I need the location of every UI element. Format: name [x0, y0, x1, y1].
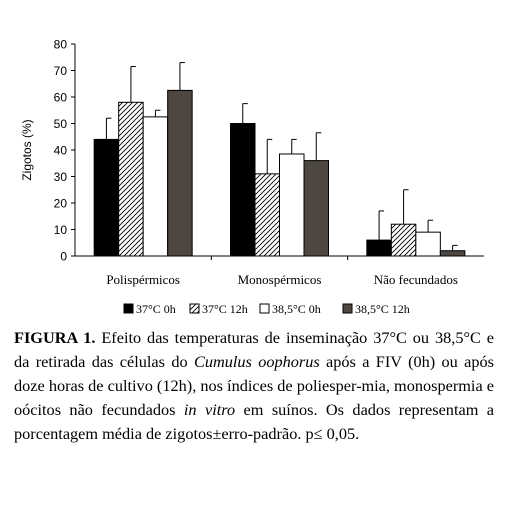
- y-axis-label: Zigotos (%): [20, 119, 34, 180]
- x-tick-labels: Polispérmicos Monospérmicos Não fecundados: [106, 256, 458, 287]
- y-tick-label: 50: [54, 117, 68, 131]
- bar: [303, 160, 329, 257]
- legend-label: 38,5°C 12h: [355, 302, 410, 316]
- bar: [390, 223, 417, 257]
- bar: [93, 138, 120, 257]
- bar: [415, 231, 441, 257]
- x-tick-label: Monospérmicos: [238, 272, 322, 287]
- figure-caption: FIGURA 1. Efeito das temperaturas de ins…: [14, 326, 494, 446]
- caption-text-3: em suínos. Os dados representam a porcen…: [14, 400, 494, 443]
- bar: [366, 239, 392, 257]
- legend-label: 38,5°C 0h: [272, 302, 321, 316]
- y-tick-label: 40: [54, 144, 68, 158]
- legend-swatch: [259, 303, 270, 314]
- legend: 37°C 0h 37°C 12h 38,5°C 0h 38,5°C 12h: [123, 302, 410, 316]
- figure-label: FIGURA 1.: [14, 328, 96, 347]
- x-tick-label: Não fecundados: [374, 272, 458, 287]
- legend-label: 37°C 0h: [136, 302, 176, 316]
- bar: [254, 173, 280, 257]
- bar-groups: [93, 62, 466, 257]
- y-ticks: 0 10 20 30 40 50 60 70 80: [54, 38, 75, 264]
- legend-label: 37°C 12h: [202, 302, 248, 316]
- y-tick-label: 30: [54, 170, 68, 184]
- caption-italic-1: Cumulus oophorus: [193, 352, 320, 371]
- y-tick-label: 70: [54, 64, 68, 78]
- y-tick-label: 80: [54, 38, 68, 52]
- bar: [230, 123, 256, 257]
- y-tick-label: 10: [54, 223, 68, 237]
- x-tick-label: Polispérmicos: [106, 272, 180, 287]
- y-tick-label: 0: [60, 250, 67, 264]
- bar-chart: Zigotos (%) 0 10 20 30 40 50 60 70 80 Polispérmi…: [20, 38, 484, 316]
- bar: [439, 250, 466, 257]
- legend-swatch: [342, 303, 353, 314]
- legend-swatch: [189, 303, 200, 314]
- y-tick-label: 20: [54, 197, 68, 211]
- bar: [118, 101, 144, 257]
- caption-italic-2: in vitro: [183, 400, 236, 419]
- legend-swatch: [123, 303, 134, 314]
- caption-text-2: após a FIV (0h) ou após doze horas de cu…: [14, 352, 494, 419]
- bar: [167, 89, 193, 257]
- bar: [279, 153, 305, 257]
- caption-text-1: Efeito das temperaturas de inseminação 3…: [14, 328, 494, 371]
- bar: [142, 116, 169, 257]
- y-tick-label: 60: [54, 91, 68, 105]
